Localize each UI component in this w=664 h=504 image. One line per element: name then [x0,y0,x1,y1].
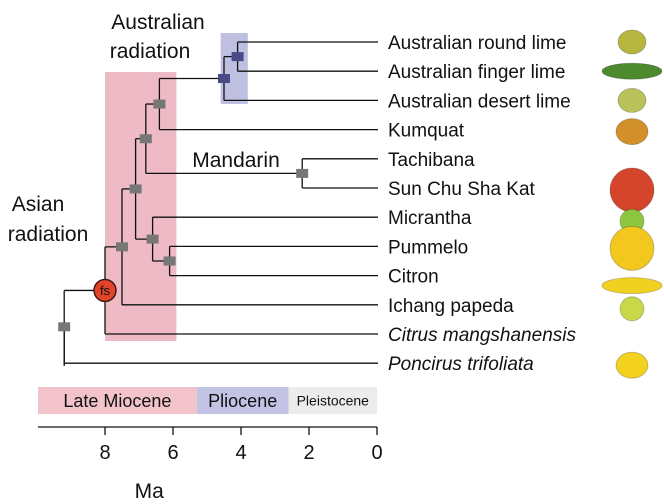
taxon-label-australian-round-lime: Australian round lime [388,33,566,54]
fossil-calibration-node [93,278,117,303]
node-age-marker [153,99,166,109]
asian-radiation-label-line1: Asian [12,193,65,216]
sun-chu-sha-kat-fruit-icon [609,167,655,213]
taxon-label-citrus-mangshanensis: Citrus mangshanensis [388,325,576,346]
node-age-marker [218,74,230,83]
citron-fruit-icon [601,277,663,295]
taxon-label-sun-chu-sha-kat: Sun Chu Sha Kat [388,179,536,200]
taxon-label-poncirus-trifoliata: Poncirus trifoliata [388,354,534,375]
axis-tick-label: 6 [167,442,178,464]
node-age-marker [116,242,128,252]
axis-tick-label: 2 [303,442,314,464]
taxon-label-citron: Citron [388,267,439,288]
australian-finger-lime-fruit-icon [601,62,663,80]
node-age-marker [146,234,159,244]
asian-radiation-label-line2: radiation [8,223,89,246]
australian-radiation-label-line1: Australian [111,11,204,34]
australian-radiation-label-line2: radiation [110,40,191,63]
epoch-late-miocene-band [38,387,197,414]
kumquat-fruit-icon [615,118,649,146]
node-age-marker [129,184,142,194]
australian-desert-lime-fruit-icon [617,88,647,113]
epoch-pleistocene-label: Pleistocene [297,393,370,409]
epoch-pliocene-band [196,387,289,414]
taxon-label-kumquat: Kumquat [388,121,465,142]
epoch-late-miocene-label: Late Miocene [63,391,171,411]
node-age-marker [163,256,176,266]
taxon-label-micrantha: Micrantha [388,208,472,229]
epoch-pliocene-label: Pliocene [208,391,277,411]
mandarin-clade-label: Mandarin [192,149,280,172]
taxon-label-ichang-papeda: Ichang papeda [388,296,514,317]
taxon-label-australian-finger-lime: Australian finger lime [388,62,565,83]
axis-title: Ma [135,480,164,503]
poncirus-trifoliata-fruit-icon [615,351,649,379]
taxon-label-australian-desert-lime: Australian desert lime [388,91,571,112]
pummelo-fruit-icon [609,225,655,271]
axis-tick-label: 8 [99,442,110,464]
epoch-pleistocene-band [288,387,377,414]
taxon-label-pummelo: Pummelo [388,237,468,258]
node-age-marker [296,168,309,178]
taxon-label-tachibana: Tachibana [388,150,475,171]
axis-tick-label: 4 [235,442,246,464]
node-age-marker [58,322,71,332]
ichang-papeda-fruit-icon [619,296,645,322]
node-age-marker [139,134,152,144]
fossil-marker-label: fs [100,283,111,298]
asian-radiation-box [105,72,177,341]
node-age-marker [231,52,244,62]
australian-round-lime-fruit-icon [617,29,647,55]
axis-tick-label: 0 [371,442,382,464]
australian-radiation-box [220,33,248,104]
